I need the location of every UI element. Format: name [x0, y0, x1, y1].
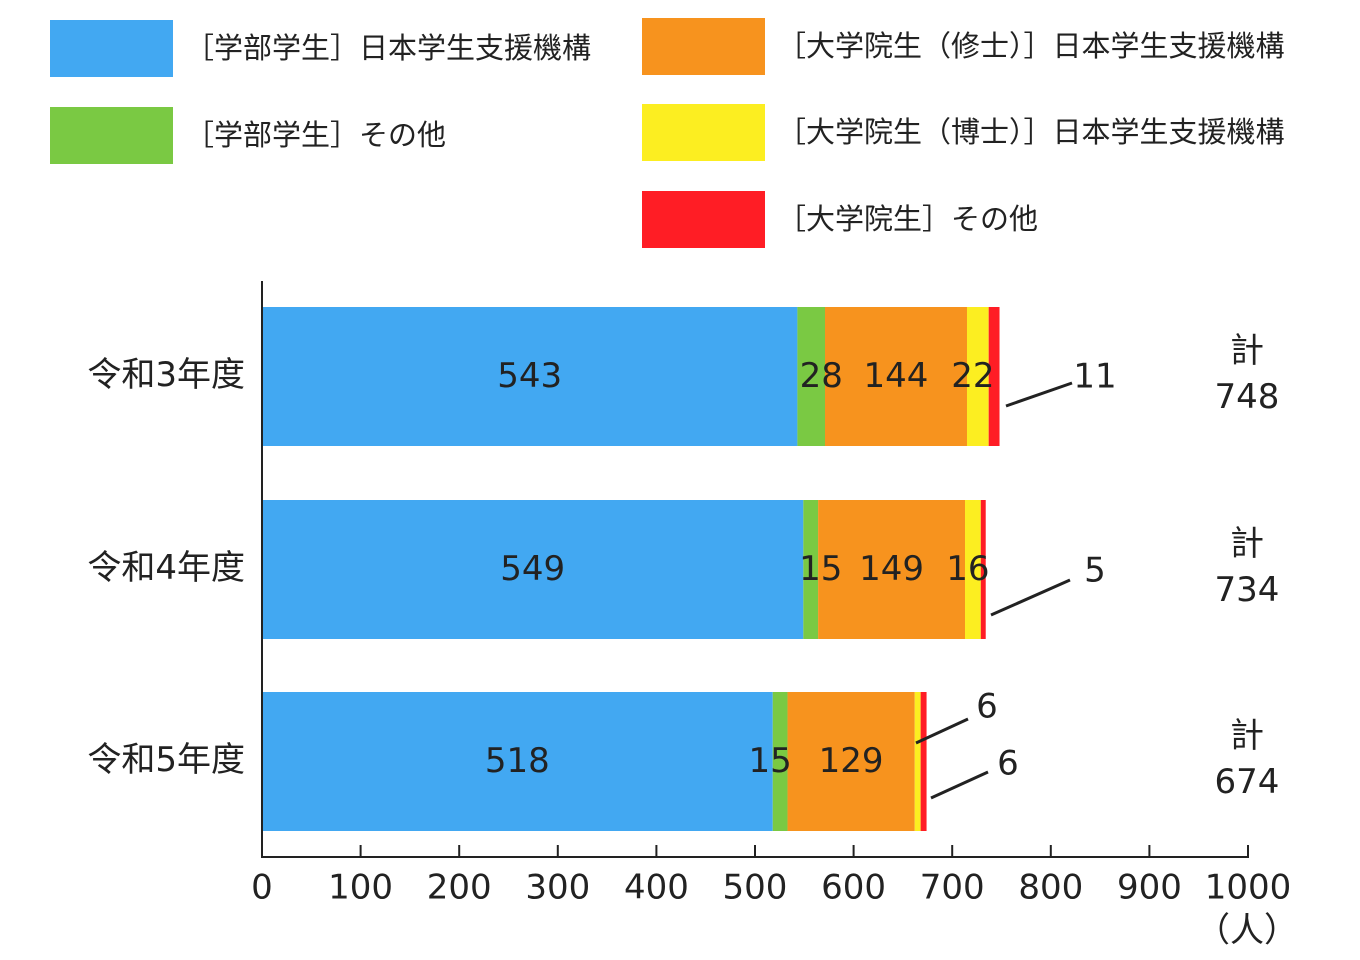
- data-label-3-3: 129: [819, 741, 884, 781]
- category-label-3: 令和5年度: [87, 740, 245, 780]
- bar-1-series-5: [988, 307, 1000, 446]
- category-label-2: 令和4年度: [87, 548, 245, 588]
- bar-3-series-2: [772, 692, 788, 831]
- data-label-3-4: 6: [976, 687, 998, 727]
- data-label-1-4: 22: [951, 356, 994, 396]
- data-label-2-3: 149: [859, 549, 924, 589]
- total-value-2: 734: [1215, 570, 1280, 610]
- x-tick-label-400: 400: [624, 868, 689, 908]
- bar-3-series-3: [787, 692, 915, 831]
- bar-3-series-5: [920, 692, 927, 831]
- bar-2-series-5: [980, 500, 986, 639]
- legend-label-2: ［学部学生］その他: [185, 118, 446, 152]
- category-label-1: 令和3年度: [87, 355, 245, 395]
- data-label-1-1: 543: [497, 356, 562, 396]
- x-tick-label-100: 100: [328, 868, 393, 908]
- data-label-2-1: 549: [500, 549, 565, 589]
- x-axis: 0 100 200 300 400 500 600 700 800 900 1000（人）: [251, 281, 1298, 951]
- bar-1-series-1: [262, 307, 798, 446]
- x-tick-label-700: 700: [920, 868, 985, 908]
- bar-3-series-4: [914, 692, 921, 831]
- bar-1-series-4: [966, 307, 989, 446]
- legend-swatch-5: [642, 191, 765, 248]
- data-label-3-2: 15: [749, 741, 792, 781]
- legend-label-5: ［大学院生］その他: [777, 202, 1038, 236]
- bar-2-series-1: [262, 500, 804, 639]
- x-tick-label-200: 200: [427, 868, 492, 908]
- x-tick-label-0: 0: [251, 868, 273, 908]
- x-tick-label-800: 800: [1018, 868, 1083, 908]
- legend-label-3: ［大学院生（修士）］日本学生支援機構: [777, 29, 1285, 63]
- x-tick-label-300: 300: [525, 868, 590, 908]
- data-label-1-5: 11: [1073, 357, 1116, 397]
- x-tick-label-900: 900: [1117, 868, 1182, 908]
- legend-swatch-3: [642, 18, 765, 75]
- legend-swatch-2: [50, 107, 173, 164]
- data-label-2-5: 5: [1084, 551, 1106, 591]
- total-prefix-3: 計: [1230, 716, 1264, 756]
- data-label-2-4: 16: [946, 549, 989, 589]
- x-tick-label-600: 600: [821, 868, 886, 908]
- leader-line-1-5: [1005, 381, 1073, 408]
- legend: ［学部学生］日本学生支援機構 ［学部学生］その他 ［大学院生（修士）］日本学生支援機…: [50, 18, 1285, 248]
- leader-line-3-4: [915, 717, 969, 745]
- bar-3-series-1: [262, 692, 773, 831]
- x-tick-label-1000: 1000: [1205, 868, 1292, 908]
- data-label-1-2: 28: [800, 356, 843, 396]
- data-label-1-3: 144: [864, 356, 929, 396]
- x-unit-label: （人）: [1196, 911, 1298, 951]
- x-tick-label-500: 500: [723, 868, 788, 908]
- bar-2-series-2: [803, 500, 819, 639]
- total-prefix-1: 計: [1230, 331, 1264, 371]
- legend-label-1: ［学部学生］日本学生支援機構: [185, 31, 591, 65]
- legend-swatch-1: [50, 20, 173, 77]
- legend-swatch-4: [642, 104, 765, 161]
- total-value-1: 748: [1215, 377, 1280, 417]
- total-value-3: 674: [1215, 762, 1280, 802]
- bar-2-series-4: [965, 500, 981, 639]
- data-label-2-2: 15: [799, 549, 842, 589]
- data-label-3-1: 518: [485, 741, 550, 781]
- legend-label-4: ［大学院生（博士）］日本学生支援機構: [777, 115, 1285, 149]
- data-label-3-5: 6: [997, 744, 1019, 784]
- total-prefix-2: 計: [1230, 524, 1264, 564]
- bar-1-series-3: [825, 307, 967, 446]
- leader-line-3-5: [930, 770, 989, 800]
- bars-area: [262, 307, 1000, 831]
- bar-1-series-2: [797, 307, 826, 446]
- bar-2-series-3: [818, 500, 966, 639]
- leader-line-2-5: [990, 578, 1071, 617]
